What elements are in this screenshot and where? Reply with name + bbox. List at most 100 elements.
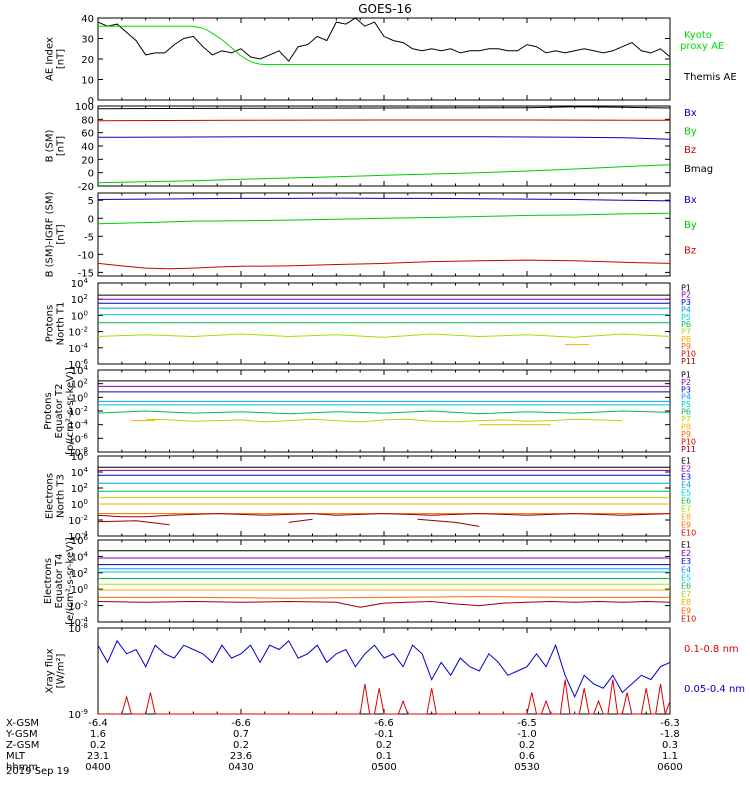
channel-label: P3 [681, 298, 691, 307]
y-axis-label: [W/m²] [56, 653, 67, 688]
panel-xray: 10-9 10-8 Xray flux [W/m²] 0.1-0.8 nm 0.05-0.… [45, 622, 746, 721]
channel-label: E6 [681, 582, 691, 591]
y-tick-label: 10-4 [68, 616, 88, 629]
series-line-e10b [288, 518, 313, 523]
y-tick-label: -5 [84, 232, 94, 243]
y-tick-label: 10 [81, 76, 94, 87]
channel-label: E9 [681, 521, 691, 530]
y-tick-label: 102 [71, 293, 88, 306]
date-label: 2019 Sep 19 [6, 766, 69, 777]
series-group [97, 550, 671, 608]
channel-label: P2 [681, 378, 691, 387]
y-tick-label: 100 [71, 309, 88, 322]
y-tick-label: 10-4 [68, 342, 88, 355]
series-group [97, 639, 671, 716]
y-tick-label: 104 [71, 364, 89, 377]
channel-label: E2 [681, 549, 691, 558]
y-tick-label: 10-4 [68, 419, 88, 432]
series-line-themis-ae [97, 17, 671, 62]
series-group [97, 380, 671, 426]
y-tick-label: 102 [71, 378, 88, 391]
legend-label: By [684, 220, 697, 231]
series-line-e9 [98, 596, 670, 599]
channel-label: E10 [681, 614, 696, 623]
y-tick-label: 10-2 [68, 600, 88, 613]
ephemeris-value: 0.2 [90, 740, 106, 751]
ephemeris-value: 23.6 [230, 751, 252, 762]
y-axis-label: B (SM)-IGRF (SM) [45, 192, 56, 278]
series-line-e10a [97, 520, 170, 526]
series-line-p7 [97, 333, 671, 338]
y-tick-label: 10-8 [68, 446, 88, 459]
y-axis-label: [nT] [56, 49, 67, 69]
series-group [97, 106, 671, 184]
ephemeris-value: -6.4 [88, 718, 108, 729]
ephemeris-value: -1.0 [517, 729, 537, 740]
channel-label: E7 [681, 590, 691, 599]
channel-label: E6 [681, 497, 691, 506]
channel-label: P7 [681, 327, 691, 336]
channel-label: E8 [681, 598, 691, 607]
ephemeris-value: -6.3 [660, 718, 680, 729]
series-group [97, 466, 671, 527]
channel-label: P4 [681, 305, 691, 314]
legend-label: Bx [684, 108, 697, 119]
ephemeris-table: X-GSMY-GSMZ-GSMMLThhmm-6.41.60.223.10400… [5, 718, 683, 773]
y-tick-label: 106 [71, 534, 89, 547]
panel-frame [97, 17, 671, 101]
channel-label: E4 [681, 481, 691, 490]
channel-label: P9 [681, 342, 691, 351]
y-tick-label: 100 [71, 391, 88, 404]
y-axis-label: Electrons [43, 558, 54, 604]
legend-label: Bz [684, 245, 696, 256]
series-line-bx [97, 136, 671, 140]
y-tick-label: -15 [78, 268, 94, 279]
series-line-e9 [97, 513, 671, 518]
ephemeris-value: 0.7 [233, 729, 249, 740]
ephemeris-row-label: hhmm [6, 762, 38, 773]
series-line-bz [97, 259, 671, 270]
channel-label: E9 [681, 606, 691, 615]
series-line-e10a [97, 600, 671, 608]
panel-b_igrf: -15 -10 -5 0 5 B (SM)-IGRF (SM) [nT] Bx By Bz [45, 192, 697, 280]
y-tick-label: 10-9 [68, 708, 88, 721]
y-tick-label: 0 [88, 96, 94, 107]
ephemeris-value: -6.6 [231, 718, 251, 729]
ephemeris-value: 0.3 [662, 740, 678, 751]
channel-label: P11 [681, 357, 696, 366]
y-axis-label: Protons [45, 305, 56, 342]
ephemeris-value: 0530 [514, 762, 539, 773]
y-tick-label: 30 [81, 35, 94, 46]
channel-label: P8 [681, 423, 691, 432]
ephemeris-value: 1.6 [90, 729, 106, 740]
series-line-bmag [97, 106, 671, 110]
y-tick-label: 10-2 [68, 326, 88, 339]
channel-label: E10 [681, 529, 696, 538]
y-axis-label: Equator T4 [54, 554, 65, 609]
series-group [97, 197, 671, 270]
y-axis-label: Protons [43, 392, 54, 429]
y-tick-label: 40 [81, 142, 94, 153]
channel-label: P7 [681, 415, 691, 424]
y-tick-label: 102 [71, 567, 88, 580]
y-tick-label: 10-2 [68, 514, 88, 527]
channel-label: E5 [681, 573, 691, 582]
series-group [97, 294, 671, 346]
channel-label: P6 [681, 320, 691, 329]
legend-label: proxy AE [680, 41, 724, 52]
ephemeris-value: 0.2 [376, 740, 392, 751]
ephemeris-value: -1.8 [660, 729, 680, 740]
channel-label: E1 [681, 457, 691, 466]
plot-title: GOES-16 [358, 2, 412, 16]
y-tick-label: 100 [71, 498, 88, 511]
channel-label: P9 [681, 430, 691, 439]
y-tick-label: 20 [81, 155, 94, 166]
y-tick-label: -20 [78, 182, 94, 193]
channel-label: E1 [681, 541, 691, 550]
series-line-0-05-0-4-nm [97, 639, 671, 699]
channel-label: P1 [681, 370, 691, 379]
ephemeris-value: -0.1 [374, 729, 394, 740]
series-group [97, 17, 671, 65]
